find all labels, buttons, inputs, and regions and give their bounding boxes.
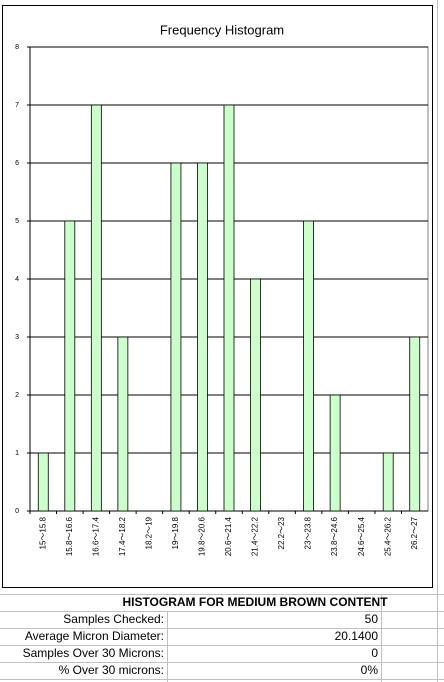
bar <box>117 336 129 512</box>
x-tick-label: 19～19.8 <box>171 516 180 549</box>
row-label: Samples Checked: <box>63 612 164 626</box>
x-tick-label: 23.8～24.6 <box>330 516 339 556</box>
bar <box>64 220 76 512</box>
row-value: 20.1400 <box>335 629 379 643</box>
bar <box>329 394 341 512</box>
bar <box>90 104 102 512</box>
row-value: 0% <box>361 663 379 677</box>
x-tick-label: 25.4～26.2 <box>383 516 392 556</box>
y-tick-label: 0 <box>15 508 19 515</box>
y-tick-label: 2 <box>15 392 19 399</box>
x-tick-label: 15～15.8 <box>38 516 47 549</box>
row-label: % Over 30 microns: <box>59 663 164 677</box>
x-tick-label: 18.2～19 <box>145 516 154 549</box>
y-tick-label: 3 <box>15 334 19 341</box>
y-tick-label: 1 <box>15 450 19 457</box>
row-value: 50 <box>365 612 379 626</box>
bar <box>250 278 261 512</box>
x-tick-label: 16.6～17.4 <box>91 516 100 556</box>
x-tick-label: 22.2～23 <box>277 516 286 549</box>
bar <box>223 104 235 512</box>
row-label: Samples Over 30 Microns: <box>23 646 164 660</box>
x-tick-label: 19.8～20.6 <box>198 516 207 556</box>
table-title: HISTOGRAM FOR MEDIUM BROWN CONTENT <box>122 595 388 609</box>
bar <box>409 336 421 512</box>
x-tick-label: 17.4～18.2 <box>118 516 127 556</box>
x-tick-label: 15.8～16.6 <box>65 516 74 556</box>
y-tick-label: 5 <box>15 218 19 225</box>
row-label: Average Micron Diameter: <box>25 629 164 643</box>
bar <box>382 452 394 512</box>
bar <box>37 452 49 512</box>
row-value: 0 <box>371 646 378 660</box>
y-tick-label: 8 <box>15 44 19 51</box>
y-tick-label: 4 <box>15 276 19 283</box>
chart-title: Frequency Histogram <box>160 22 284 37</box>
y-tick-label: 6 <box>15 160 19 167</box>
x-tick-label: 24.6～25.4 <box>357 516 366 556</box>
x-tick-label: 21.4～22.2 <box>251 516 260 556</box>
x-tick-label: 20.6～21.4 <box>224 516 233 556</box>
bar <box>170 162 182 512</box>
y-tick-label: 7 <box>15 102 19 109</box>
x-tick-label: 23～23.8 <box>304 516 313 549</box>
bar <box>197 162 208 512</box>
bar <box>303 220 315 512</box>
x-tick-label: 26.2～27 <box>410 516 419 549</box>
